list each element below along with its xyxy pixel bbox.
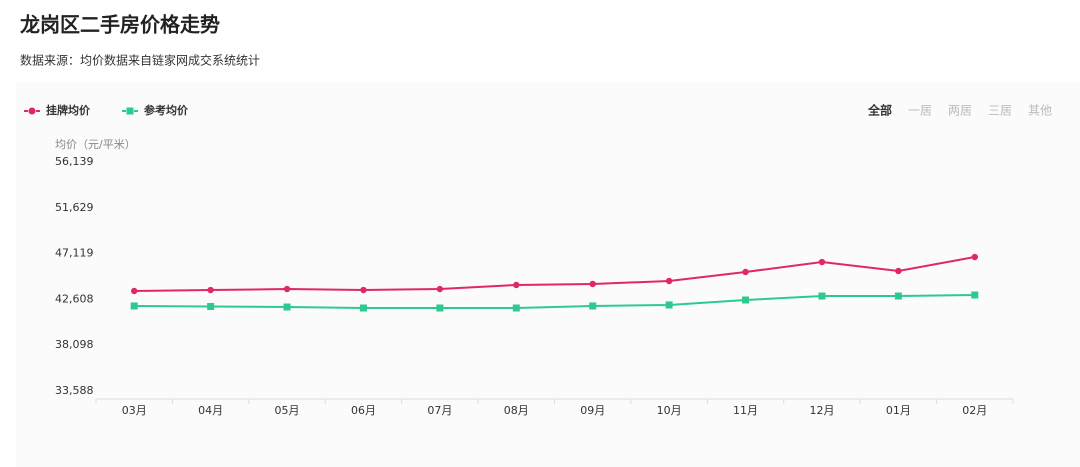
point xyxy=(971,291,979,299)
tab[interactable]: 全部 xyxy=(867,103,892,118)
point xyxy=(895,267,902,275)
point xyxy=(818,258,826,266)
legend-label: 挂牌均价 xyxy=(46,103,91,117)
x-tick-label: 04月 xyxy=(198,404,223,417)
chart-panel xyxy=(16,82,1080,467)
x-tick-label: 07月 xyxy=(427,404,452,417)
legend-marker xyxy=(126,107,134,115)
y-tick-label: 42,608 xyxy=(55,292,94,305)
point xyxy=(283,285,291,293)
tab[interactable]: 三居 xyxy=(988,104,1012,118)
series-line xyxy=(134,256,975,292)
point xyxy=(589,302,597,310)
x-tick-label: 06月 xyxy=(351,404,376,417)
y-axis-label: 均价（元/平米） xyxy=(55,138,136,151)
point xyxy=(513,281,520,289)
point xyxy=(207,302,215,310)
legend-label: 参考均价 xyxy=(144,103,189,117)
x-tick-label: 10月 xyxy=(657,404,682,417)
y-tick-label: 33,588 xyxy=(55,384,94,397)
tab[interactable]: 一居 xyxy=(908,104,932,118)
x-tick-label: 01月 xyxy=(886,404,911,417)
point xyxy=(436,304,444,312)
point xyxy=(131,287,138,295)
y-tick-label: 51,629 xyxy=(55,201,94,214)
x-tick-label: 12月 xyxy=(809,404,834,417)
point xyxy=(436,285,444,293)
series-line xyxy=(134,294,975,310)
tab[interactable]: 其他 xyxy=(1028,104,1052,118)
x-tick-label: 05月 xyxy=(275,404,300,417)
point xyxy=(742,296,750,304)
point xyxy=(589,280,596,288)
point xyxy=(283,303,291,311)
point xyxy=(665,277,673,285)
x-tick-label: 02月 xyxy=(962,404,987,417)
x-tick-label: 03月 xyxy=(122,404,147,417)
y-tick-label: 56,139 xyxy=(55,155,94,168)
x-tick-label: 08月 xyxy=(504,404,529,417)
point xyxy=(360,286,367,294)
x-tick-label: 11月 xyxy=(733,404,758,417)
y-tick-label: 47,119 xyxy=(55,247,94,260)
point xyxy=(359,304,367,312)
point xyxy=(512,304,520,312)
x-tick-label: 09月 xyxy=(580,404,605,417)
page-title: 龙岗区二手房价格走势 xyxy=(20,13,220,37)
legend-marker xyxy=(28,107,36,115)
point xyxy=(971,253,978,261)
point xyxy=(742,268,749,276)
y-tick-label: 38,098 xyxy=(55,338,94,351)
point xyxy=(207,286,214,294)
tab[interactable]: 两居 xyxy=(948,104,972,118)
point xyxy=(894,292,902,300)
point xyxy=(130,302,138,310)
point xyxy=(665,301,673,309)
subtitle: 数据来源：均价数据来自链家网成交系统统计 xyxy=(20,53,260,68)
point xyxy=(818,292,826,300)
